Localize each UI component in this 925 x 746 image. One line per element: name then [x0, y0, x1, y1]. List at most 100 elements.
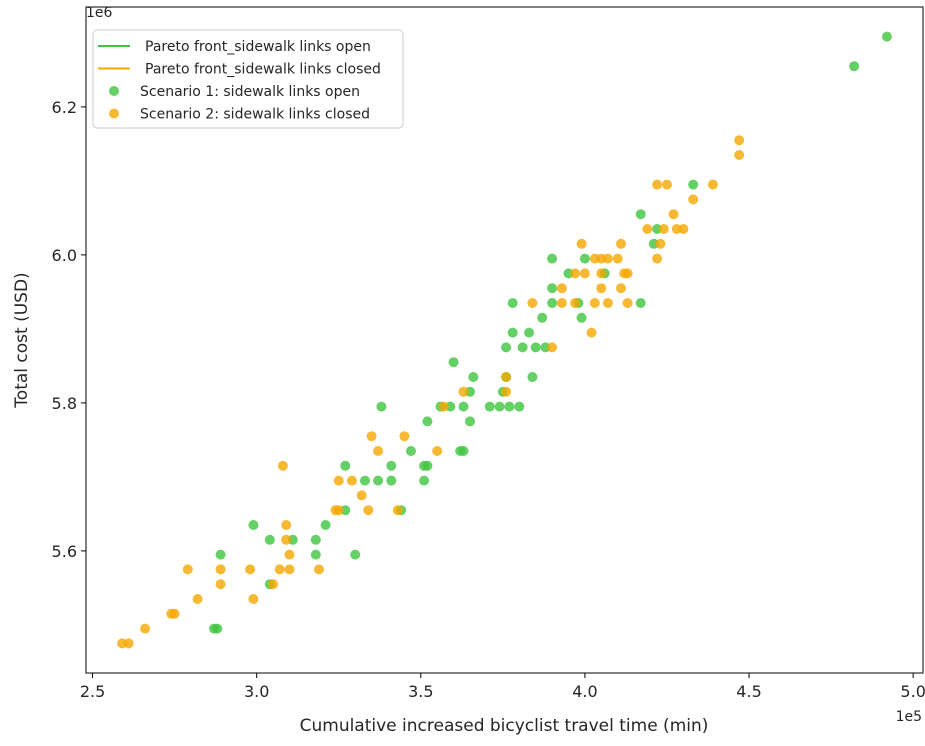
scatter-point-series-2-51 — [392, 505, 403, 516]
scatter-point-series-2-46 — [346, 475, 357, 486]
scatter-point-series-1-15 — [635, 298, 646, 308]
scatter-point-series-2-15 — [652, 253, 663, 264]
scatter-point-series-2-55 — [284, 564, 295, 575]
x-tick-label: 4.5 — [736, 682, 761, 701]
scatter-point-series-1-11 — [547, 283, 558, 294]
scatter-point-series-2-24 — [570, 268, 581, 279]
scatter-point-series-2-7 — [668, 209, 679, 220]
legend-marker-swatch — [109, 108, 119, 119]
scatter-point-series-2-45 — [333, 475, 344, 486]
scatter-point-series-1-2 — [849, 61, 860, 72]
scatter-point-series-1-30 — [376, 401, 387, 412]
scatter-point-series-2-54 — [284, 549, 295, 560]
scatter-point-series-1-49 — [386, 475, 397, 486]
legend-box — [92, 29, 404, 129]
scatter-point-series-2-25 — [556, 283, 567, 294]
legend-label: Scenario 2: sidewalk links closed — [140, 107, 370, 123]
scatter-point-series-1-19 — [507, 327, 518, 338]
scatter-point-series-2-21 — [596, 268, 607, 279]
scatter-point-series-1-20 — [517, 342, 528, 353]
scatter-point-series-2-35 — [547, 342, 558, 353]
scatter-point-series-2-34 — [586, 327, 597, 338]
scatter-point-series-1-18 — [524, 327, 535, 338]
scatter-point-series-2-44 — [277, 460, 288, 471]
legend: Pareto front_sidewalk links open Pareto f… — [92, 29, 404, 129]
scatter-point-series-1-42 — [458, 446, 469, 456]
scatter-point-series-2-19 — [612, 253, 623, 264]
scatter-point-series-2-41 — [399, 431, 410, 442]
scatter-point-series-1-22 — [530, 342, 541, 353]
scatter-point-series-1-59 — [310, 549, 321, 560]
scatter-point-series-2-36 — [501, 372, 512, 382]
scatter-point-series-2-4 — [662, 179, 672, 190]
scatter-point-series-2-57 — [314, 564, 324, 575]
scatter-point-series-1-33 — [458, 401, 469, 412]
scatter-point-series-1-17 — [576, 312, 587, 323]
scatter-point-series-2-58 — [245, 564, 256, 575]
scatter-point-series-1-48 — [373, 475, 384, 486]
scatter-point-series-2-40 — [366, 431, 377, 442]
scatter-point-series-2-31 — [589, 298, 600, 308]
scatter-point-series-2-13 — [655, 238, 666, 249]
scatter-point-series-2-64 — [248, 594, 259, 604]
scatter-point-series-1-37 — [514, 401, 525, 412]
scatter-point-series-2-18 — [602, 253, 613, 264]
scatter-point-series-2-52 — [281, 520, 292, 530]
y-tick-label: 6.2 — [52, 98, 77, 117]
scatter-point-series-2-9 — [658, 224, 669, 234]
scatter-point-series-1-3 — [688, 179, 699, 190]
scatter-point-series-2-42 — [373, 446, 384, 456]
scatter-point-series-1-24 — [448, 357, 459, 368]
scatter-point-series-2-56 — [274, 564, 285, 575]
scatter-point-series-2-27 — [616, 283, 626, 294]
y-offset-label: 1e6 — [86, 5, 113, 21]
y-tick-label: 6.0 — [52, 246, 77, 265]
scatter-point-series-2-37 — [458, 386, 469, 397]
x-axis-title: Cumulative increased bicyclist travel ti… — [300, 716, 709, 736]
y-tick-label: 5.6 — [52, 542, 77, 561]
scatter-point-series-1-1 — [881, 31, 892, 42]
scatter-point-series-1-38 — [422, 416, 433, 427]
x-tick-label: 2.5 — [80, 682, 105, 701]
scatter-point-series-2-33 — [622, 298, 633, 308]
scatter-point-series-2-67 — [140, 623, 151, 634]
scatter-point-series-1-7 — [579, 253, 590, 264]
scatter-point-series-2-63 — [192, 594, 203, 604]
scatter-point-series-2-2 — [734, 150, 745, 160]
scatter-point-series-1-36 — [504, 401, 515, 412]
scatter-point-series-2-11 — [678, 224, 689, 234]
scatter-point-series-2-38 — [501, 386, 512, 397]
scatter-point-series-1-16 — [537, 312, 548, 323]
scatter-point-series-2-28 — [527, 298, 538, 308]
y-tick-label: 5.8 — [52, 394, 77, 413]
scatter-point-series-2-20 — [579, 268, 590, 279]
scatter-point-series-1-63 — [212, 623, 223, 634]
scatter-point-series-1-55 — [264, 534, 275, 545]
scatter-point-series-1-27 — [527, 372, 538, 382]
scatter-point-series-1-50 — [419, 475, 430, 486]
scatter-point-series-2-1 — [734, 135, 745, 146]
scatter-point-series-1-57 — [310, 534, 321, 545]
scatter-point-series-2-43 — [432, 446, 443, 456]
scatter-point-series-2-69 — [123, 638, 134, 649]
scatter-point-series-2-66 — [169, 608, 180, 619]
x-tick-label: 4.0 — [572, 682, 597, 701]
scatter-point-series-1-12 — [547, 298, 558, 308]
scatter-point-series-2-60 — [215, 564, 226, 575]
scatter-point-series-2-59 — [182, 564, 193, 575]
scatter-point-series-2-6 — [688, 194, 699, 205]
scatter-point-series-1-60 — [350, 549, 361, 560]
scatter-point-series-2-47 — [356, 490, 367, 501]
scatter-point-series-2-50 — [363, 505, 374, 516]
scatter-point-series-2-5 — [707, 179, 718, 190]
scatter-point-series-2-23 — [622, 268, 633, 279]
scatter-point-series-1-47 — [360, 475, 370, 486]
points-layer — [117, 31, 892, 649]
scatter-point-series-1-25 — [468, 372, 479, 382]
scatter-point-series-1-39 — [465, 416, 475, 427]
scatter-point-series-2-14 — [576, 238, 587, 249]
scatter-point-series-2-26 — [596, 283, 607, 294]
scatter-point-series-1-44 — [386, 460, 397, 471]
